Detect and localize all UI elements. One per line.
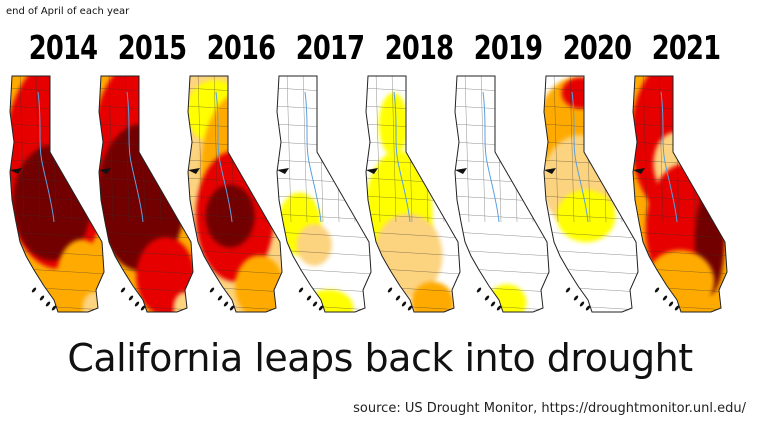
channel-island [140, 305, 146, 311]
state-outline [9, 75, 105, 313]
river-line [660, 91, 678, 223]
drought-zone-D2 [411, 281, 455, 312]
channel-island [217, 295, 223, 301]
year-label: 2017 [295, 28, 365, 67]
map-svg [543, 75, 639, 313]
channel-island [585, 305, 591, 311]
california-map-2019 [453, 72, 551, 334]
channel-island [579, 301, 585, 307]
drought-zone-D3 [561, 77, 601, 109]
base-drought-area [277, 76, 371, 312]
bay-area [99, 168, 111, 174]
channel-island [229, 305, 235, 311]
california-map-2015 [97, 72, 195, 334]
bay-area [188, 168, 200, 174]
drought-zone-D0 [556, 189, 616, 243]
drought-zone-D2 [235, 255, 282, 312]
base-drought-area [455, 76, 549, 312]
source-credit: source: US Drought Monitor, https://drou… [353, 401, 746, 416]
channel-island [312, 301, 318, 307]
map-svg [454, 75, 550, 313]
river-line [571, 91, 589, 223]
channel-island [223, 301, 229, 307]
drought-zone-D0 [304, 289, 354, 312]
channel-island [318, 305, 324, 311]
state-outline [365, 75, 461, 313]
channel-island [668, 301, 674, 307]
map-svg [365, 75, 461, 313]
river-line [304, 91, 322, 223]
channel-island [662, 295, 668, 301]
map-svg [276, 75, 372, 313]
map-svg [98, 75, 194, 313]
channel-island [45, 301, 51, 307]
bay-area [544, 168, 556, 174]
channel-island [674, 305, 680, 311]
channel-island [490, 301, 496, 307]
channel-island [387, 287, 393, 293]
bay-area [366, 168, 378, 174]
channel-island [51, 305, 57, 311]
california-map-2014 [8, 72, 106, 334]
state-outline [454, 75, 550, 313]
channel-island [401, 301, 407, 307]
channel-island [120, 287, 126, 293]
state-outline [187, 75, 283, 313]
channel-island [134, 301, 140, 307]
channel-island [31, 287, 37, 293]
channel-island [209, 287, 215, 293]
year-labels: 2014 2015 2016 2017 2018 2019 2020 2021 [0, 28, 760, 80]
state-outline [632, 75, 728, 313]
subtitle-note: end of April of each year [6, 6, 130, 17]
year-label: 2020 [562, 28, 632, 67]
drought-zone-D2 [645, 250, 715, 312]
map-svg [632, 75, 728, 313]
california-map-2017 [275, 72, 373, 334]
bay-area [277, 168, 289, 174]
year-label: 2015 [117, 28, 187, 67]
year-label: 2014 [28, 28, 98, 67]
state-outline [276, 75, 372, 313]
channel-island [306, 295, 312, 301]
channel-island [484, 295, 490, 301]
year-label: 2018 [384, 28, 454, 67]
drought-zone-D4 [205, 184, 255, 248]
river-line [482, 91, 500, 223]
channel-island [565, 287, 571, 293]
drought-zone-D1 [296, 223, 332, 266]
drought-map-row [0, 72, 760, 334]
channel-island [573, 295, 579, 301]
channel-island [407, 305, 413, 311]
california-map-2018 [364, 72, 462, 334]
channel-island [395, 295, 401, 301]
california-map-2020 [542, 72, 640, 334]
bay-area [455, 168, 467, 174]
state-outline [98, 75, 194, 313]
year-label: 2021 [651, 28, 721, 67]
bay-area [633, 168, 645, 174]
river-line [393, 91, 411, 223]
map-svg [9, 75, 105, 313]
state-outline [543, 75, 639, 313]
channel-island [128, 295, 134, 301]
california-map-2021 [631, 72, 729, 334]
year-label: 2019 [473, 28, 543, 67]
california-map-2016 [186, 72, 284, 334]
channel-island [298, 287, 304, 293]
main-title: California leaps back into drought [67, 336, 693, 380]
channel-island [476, 287, 482, 293]
river-line [215, 91, 233, 223]
bay-area [10, 168, 22, 174]
year-label: 2016 [206, 28, 276, 67]
channel-island [39, 295, 45, 301]
river-line [126, 91, 144, 223]
map-svg [187, 75, 283, 313]
channel-island [496, 305, 502, 311]
channel-island [654, 287, 660, 293]
river-line [37, 91, 55, 223]
